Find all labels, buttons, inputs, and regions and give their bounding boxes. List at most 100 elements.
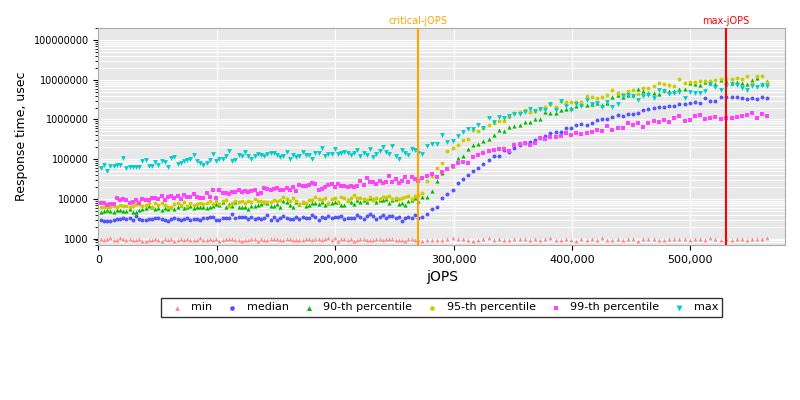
99-th percentile (338, 182, 350, 189)
min (714, 237, 727, 244)
99-th percentile (586, 128, 598, 135)
min (761, 235, 774, 242)
99-th percentile (197, 195, 210, 201)
90-th percentile (586, 101, 598, 108)
median (168, 215, 181, 221)
max (232, 152, 245, 158)
95-th percentile (341, 196, 354, 203)
90-th percentile (466, 142, 479, 149)
95-th percentile (251, 198, 264, 204)
90-th percentile (683, 80, 696, 86)
90-th percentile (190, 204, 203, 210)
median (477, 160, 490, 167)
max (315, 145, 328, 151)
99-th percentile (409, 176, 422, 182)
99-th percentile (328, 183, 341, 190)
median (98, 217, 110, 224)
min (503, 237, 516, 244)
99-th percentile (694, 112, 706, 118)
max (286, 152, 299, 158)
max (216, 156, 229, 163)
min (678, 236, 691, 242)
95-th percentile (559, 99, 572, 106)
90-th percentile (493, 127, 506, 134)
min (290, 236, 302, 243)
max (637, 93, 650, 99)
median (503, 149, 516, 156)
median (187, 215, 200, 222)
99-th percentile (590, 127, 603, 133)
99-th percentile (126, 199, 139, 205)
min (350, 236, 363, 243)
99-th percentile (213, 187, 226, 193)
99-th percentile (726, 115, 738, 121)
90-th percentile (283, 202, 296, 208)
90-th percentile (136, 206, 149, 213)
min (658, 237, 670, 244)
median (606, 114, 618, 121)
90-th percentile (267, 203, 280, 209)
90-th percentile (270, 200, 283, 207)
max (222, 148, 235, 154)
90-th percentile (446, 163, 459, 170)
90-th percentile (498, 128, 510, 134)
median (152, 215, 165, 222)
99-th percentile (347, 183, 360, 190)
min (126, 237, 139, 243)
90-th percentile (203, 203, 216, 210)
95-th percentile (136, 203, 149, 210)
90-th percentile (406, 196, 418, 203)
min (662, 236, 675, 242)
90-th percentile (130, 208, 142, 215)
Text: max-jOPS: max-jOPS (702, 16, 750, 26)
max (206, 151, 219, 158)
90-th percentile (133, 207, 146, 214)
min (171, 237, 184, 243)
99-th percentile (366, 179, 379, 185)
99-th percentile (493, 146, 506, 152)
95-th percentile (181, 203, 194, 209)
median (373, 214, 386, 221)
max (245, 156, 258, 162)
min (487, 236, 500, 243)
90-th percentile (280, 199, 293, 205)
90-th percentile (331, 198, 344, 205)
max (354, 153, 366, 160)
median (714, 94, 727, 100)
max (363, 146, 376, 152)
max (446, 138, 459, 144)
max (104, 162, 117, 169)
95-th percentile (133, 201, 146, 207)
max (123, 164, 136, 170)
90-th percentile (110, 206, 123, 213)
99-th percentile (203, 194, 216, 200)
95-th percentile (611, 90, 624, 96)
95-th percentile (325, 196, 338, 202)
95-th percentile (678, 80, 691, 86)
99-th percentile (168, 195, 181, 201)
99-th percentile (283, 187, 296, 193)
max (130, 164, 142, 170)
90-th percentile (226, 202, 238, 209)
max (197, 162, 210, 168)
99-th percentile (756, 111, 769, 117)
median (267, 214, 280, 220)
median (322, 213, 334, 220)
min (235, 237, 248, 244)
max (580, 97, 593, 104)
min (596, 235, 609, 242)
95-th percentile (171, 200, 184, 206)
99-th percentile (322, 182, 334, 188)
90-th percentile (229, 199, 242, 205)
95-th percentile (357, 196, 370, 202)
95-th percentile (382, 193, 395, 199)
90-th percentile (662, 87, 675, 94)
90-th percentile (187, 205, 200, 211)
max (142, 162, 155, 169)
90-th percentile (258, 198, 270, 205)
99-th percentile (544, 134, 557, 140)
95-th percentile (451, 141, 464, 148)
median (386, 213, 398, 219)
max (508, 111, 521, 118)
max (596, 104, 609, 110)
